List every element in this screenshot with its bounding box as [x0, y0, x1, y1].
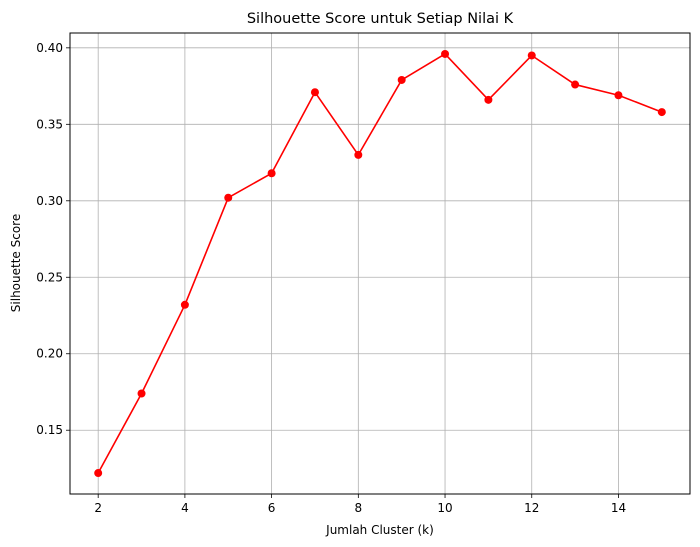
x-tick-label: 4 — [181, 501, 189, 515]
data-point — [310, 88, 319, 97]
data-point — [224, 193, 233, 202]
y-tick-label: 0.30 — [36, 194, 63, 208]
data-point — [571, 80, 580, 89]
tick-layer: 2 4 6 8 10 12 14 0.15 0.20 0.25 0.30 0.35 0.40 — [36, 41, 626, 515]
x-tick-label: 10 — [437, 501, 452, 515]
y-tick-label: 0.35 — [36, 117, 63, 131]
y-tick-label: 0.40 — [36, 41, 63, 55]
data-point — [527, 51, 536, 60]
data-point — [484, 95, 493, 104]
x-tick-label: 8 — [355, 501, 363, 515]
y-tick-label: 0.25 — [36, 270, 63, 284]
x-tick-label: 2 — [94, 501, 102, 515]
data-point — [397, 75, 406, 84]
silhouette-series-line — [97, 53, 663, 474]
data-point — [354, 150, 363, 159]
y-axis-label: Silhouette Score — [9, 214, 23, 312]
series-layer — [94, 49, 666, 478]
y-tick-label: 0.20 — [36, 347, 63, 361]
x-tick-label: 6 — [268, 501, 276, 515]
data-point — [180, 300, 189, 309]
data-point — [94, 469, 103, 478]
data-point — [441, 49, 450, 58]
data-point — [267, 169, 276, 178]
data-point — [137, 389, 146, 398]
data-point — [614, 91, 623, 100]
y-tick-label: 0.15 — [36, 423, 63, 437]
chart-title: Silhouette Score untuk Setiap Nilai K — [247, 11, 514, 27]
plot-frame — [69, 32, 691, 495]
grid-lines — [70, 33, 690, 494]
data-point — [657, 108, 666, 117]
x-tick-label: 12 — [524, 501, 539, 515]
x-tick-label: 14 — [611, 501, 626, 515]
x-axis-label: Jumlah Cluster (k) — [325, 523, 434, 537]
